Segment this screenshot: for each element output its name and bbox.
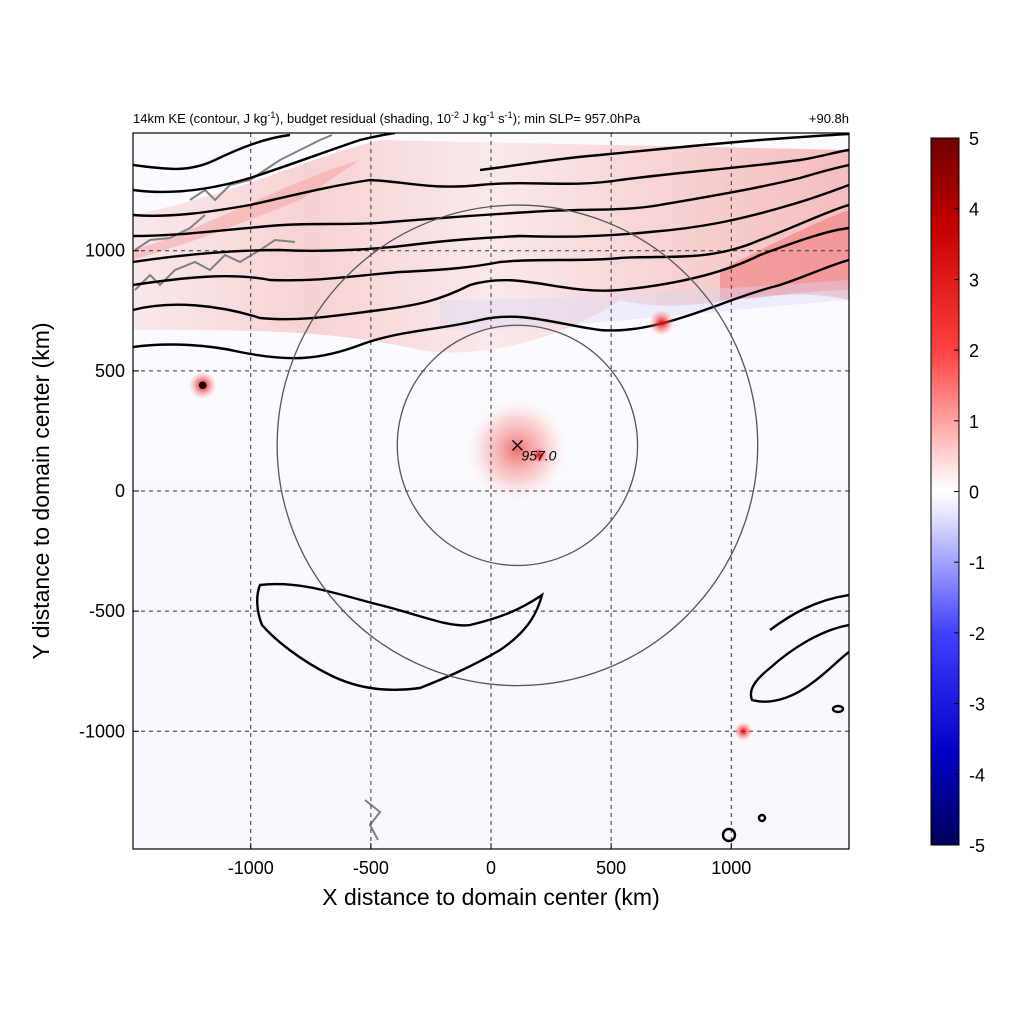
center-cross (511, 439, 523, 451)
chart-title: 14km KE (contour, J kg-1), budget residu… (133, 110, 641, 126)
ke-contour (133, 258, 849, 360)
range-ring (276, 204, 759, 687)
jet-residual-band-west (133, 160, 360, 260)
ke-contours (133, 133, 849, 843)
jet-residual-band-east (720, 210, 849, 300)
colorbar-tick-label: -1 (969, 553, 985, 573)
x-tick-label: -500 (353, 858, 389, 878)
x-tick-label: 1000 (711, 858, 751, 878)
forecast-time-label: +90.8h (809, 111, 849, 126)
residual-hotspot (648, 310, 675, 336)
ke-contour (133, 148, 849, 217)
y-axis-label: Y distance to domain center (km) (28, 322, 54, 659)
y-axis-ticks: -1000 -500 0 500 1000 (79, 241, 139, 741)
range-rings (276, 204, 759, 687)
coastline-island (134, 214, 206, 251)
colorbar-tick-label: -4 (969, 765, 985, 785)
colorbar-tick-label: 2 (969, 341, 979, 361)
ke-contour-closed (831, 704, 845, 714)
colorbar-tick-label: -5 (969, 836, 985, 856)
y-tick-label: -500 (89, 601, 125, 621)
y-tick-label: 0 (115, 481, 125, 501)
x-axis-label: X distance to domain center (km) (322, 884, 659, 910)
colorbar-tick-label: 4 (969, 200, 979, 220)
colorbar-tick-label: -2 (969, 624, 985, 644)
residual-hotspot (530, 446, 548, 464)
colorbar-tick-label: -3 (969, 695, 985, 715)
colorbar-ticks: 5 4 3 2 1 0 -1 -2 -3 -4 -5 (954, 129, 985, 856)
ke-contour (133, 133, 396, 194)
ke-contour (133, 133, 291, 171)
coastline-south (364, 799, 382, 841)
storm-core-residual (462, 395, 572, 505)
ke-contour-closed (757, 813, 767, 823)
y-tick-label: 500 (95, 361, 125, 381)
x-tick-label: -1000 (228, 858, 274, 878)
x-tick-label: 500 (596, 858, 626, 878)
ke-contour (133, 183, 849, 264)
min-slp-label: 957.0 (521, 447, 556, 463)
negative-residual-strip (440, 280, 849, 330)
x-tick-label: 0 (486, 858, 496, 878)
colorbar-tick-label: 0 (969, 483, 979, 503)
residual-hotspot (733, 721, 753, 741)
x-axis-ticks: -1000 -500 0 500 1000 (228, 843, 751, 878)
ke-contour (133, 163, 849, 238)
colorbar-tick-label: 5 (969, 129, 979, 149)
colorbar-tick-label: 1 (969, 412, 979, 432)
ke-contour-closed (721, 827, 737, 843)
hotspot-contour (198, 381, 207, 390)
y-tick-label: -1000 (79, 721, 125, 741)
ke-contour (769, 593, 849, 631)
storm-center-marker: 957.0 (511, 439, 557, 463)
plot-area: 957.0 (133, 133, 849, 849)
residual-hotspots (188, 310, 753, 741)
ke-contour (133, 226, 849, 321)
ke-contour (133, 203, 849, 287)
colorbar-tick-label: 3 (969, 270, 979, 290)
ke-contour (749, 623, 849, 703)
ke-contour (479, 133, 849, 172)
ke-contour-closed (256, 582, 544, 691)
y-tick-label: 1000 (85, 241, 125, 261)
range-ring (396, 324, 639, 567)
